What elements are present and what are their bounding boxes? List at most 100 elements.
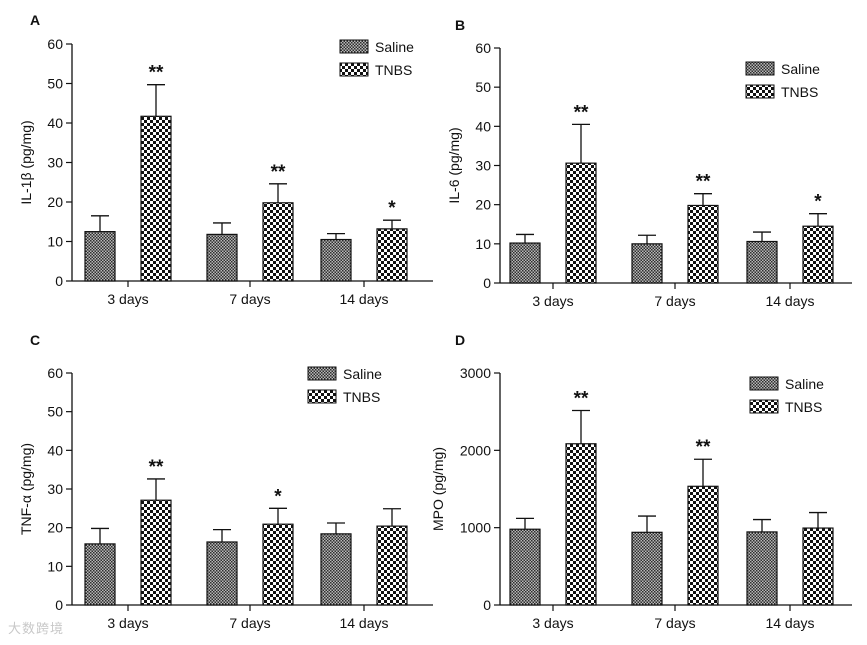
legend-label-saline: Saline [785, 376, 824, 392]
y-tick-label: 40 [47, 115, 63, 131]
panel-label: C [30, 332, 40, 348]
bar-saline-1 [206, 233, 238, 282]
bar-tnbs-1 [262, 523, 294, 606]
legend-label-tnbs: TNBS [343, 389, 380, 405]
y-tick-label: 1000 [460, 520, 491, 536]
legend-label-tnbs: TNBS [781, 84, 818, 100]
y-tick-label: 60 [47, 36, 63, 52]
legend-label-tnbs: TNBS [785, 399, 822, 415]
x-tick-label: 7 days [654, 293, 695, 309]
significance-label: ** [696, 172, 711, 193]
bar-saline-1 [631, 531, 663, 606]
y-axis-label: TNF-α (pg/mg) [18, 443, 34, 535]
chart-panel-c: C 0 10 20 30 40 50 60 TNF-α (pg/mg) 3 days ** 7 day… [18, 332, 433, 631]
x-tick-label: 14 days [765, 293, 814, 309]
y-tick-label: 40 [475, 118, 491, 134]
watermark: 大数跨境 [8, 622, 65, 637]
legend-swatch-tnbs [749, 399, 779, 414]
y-tick-label: 10 [47, 558, 63, 574]
y-tick-label: 50 [47, 76, 63, 92]
bar-tnbs-0 [565, 443, 597, 606]
significance-label: * [274, 486, 282, 507]
y-tick-label: 0 [55, 273, 63, 289]
legend-label-saline: Saline [781, 61, 820, 77]
bar-saline-2 [746, 240, 778, 284]
legend-swatch-tnbs [745, 84, 775, 99]
significance-label: ** [696, 437, 711, 458]
x-tick-label: 3 days [532, 293, 573, 309]
legend-label-saline: Saline [375, 39, 414, 55]
legend-label-saline: Saline [343, 366, 382, 382]
bar-tnbs-2 [376, 228, 408, 282]
bar-saline-0 [509, 242, 541, 284]
significance-label: ** [574, 102, 589, 123]
y-tick-label: 10 [47, 234, 63, 250]
bar-tnbs-2 [802, 527, 834, 606]
y-tick-label: 20 [47, 520, 63, 536]
y-tick-label: 30 [47, 481, 63, 497]
legend-swatch-saline [307, 366, 337, 381]
bar-tnbs-2 [376, 525, 408, 606]
y-tick-label: 20 [47, 194, 63, 210]
bar-saline-1 [631, 243, 663, 284]
bar-saline-2 [746, 531, 778, 606]
y-tick-label: 0 [55, 597, 63, 613]
significance-label: * [388, 198, 396, 219]
legend-swatch-saline [339, 39, 369, 54]
y-tick-label: 30 [47, 155, 63, 171]
y-tick-label: 50 [47, 404, 63, 420]
x-tick-label: 7 days [229, 291, 270, 307]
y-axis-label: MPO (pg/mg) [430, 447, 446, 531]
bar-tnbs-0 [565, 162, 597, 284]
bar-saline-2 [320, 533, 352, 606]
panel-label: B [455, 17, 465, 33]
y-tick-label: 3000 [460, 365, 491, 381]
bar-saline-1 [206, 541, 238, 606]
x-tick-label: 14 days [765, 615, 814, 631]
y-axis-label: IL-6 (pg/mg) [446, 127, 462, 203]
y-tick-label: 10 [475, 236, 491, 252]
panel-label: A [30, 12, 40, 28]
bar-saline-2 [320, 238, 352, 282]
chart-panel-d: D 0 1000 2000 3000 MPO (pg/mg) 3 days ** 7 days *… [430, 332, 852, 631]
y-tick-label: 0 [483, 597, 491, 613]
x-tick-label: 3 days [532, 615, 573, 631]
significance-label: ** [574, 389, 589, 410]
y-tick-label: 60 [475, 40, 491, 56]
significance-label: ** [149, 457, 164, 478]
y-tick-label: 40 [47, 442, 63, 458]
bar-saline-0 [509, 528, 541, 606]
y-axis-label: IL-1β (pg/mg) [18, 120, 34, 204]
legend-swatch-saline [745, 61, 775, 76]
y-tick-label: 20 [475, 197, 491, 213]
legend-label-tnbs: TNBS [375, 62, 412, 78]
chart-panel-a: A 0 10 20 30 40 50 60 IL-1β (pg/mg) 3 days ** 7 day… [18, 12, 433, 307]
y-tick-label: 30 [475, 158, 491, 174]
x-tick-label: 7 days [229, 615, 270, 631]
bar-tnbs-0 [140, 115, 172, 282]
chart-panel-b: B 0 10 20 30 40 50 60 IL-6 (pg/mg) 3 days ** 7 days… [446, 17, 852, 309]
y-tick-label: 2000 [460, 442, 491, 458]
x-tick-label: 14 days [339, 291, 388, 307]
y-tick-label: 60 [47, 365, 63, 381]
legend-swatch-tnbs [339, 62, 369, 77]
legend-swatch-tnbs [307, 389, 337, 404]
y-tick-label: 50 [475, 79, 491, 95]
significance-label: * [814, 192, 822, 213]
x-tick-label: 3 days [107, 615, 148, 631]
bar-tnbs-1 [687, 485, 719, 606]
y-tick-label: 0 [483, 275, 491, 291]
bar-tnbs-1 [687, 204, 719, 284]
bar-tnbs-0 [140, 499, 172, 606]
legend-swatch-saline [749, 376, 779, 391]
x-tick-label: 3 days [107, 291, 148, 307]
x-tick-label: 7 days [654, 615, 695, 631]
bar-saline-0 [84, 231, 116, 282]
significance-label: ** [271, 162, 286, 183]
x-tick-label: 14 days [339, 615, 388, 631]
bar-tnbs-1 [262, 202, 294, 282]
bar-tnbs-2 [802, 225, 834, 284]
significance-label: ** [149, 63, 164, 84]
bar-saline-0 [84, 543, 116, 606]
